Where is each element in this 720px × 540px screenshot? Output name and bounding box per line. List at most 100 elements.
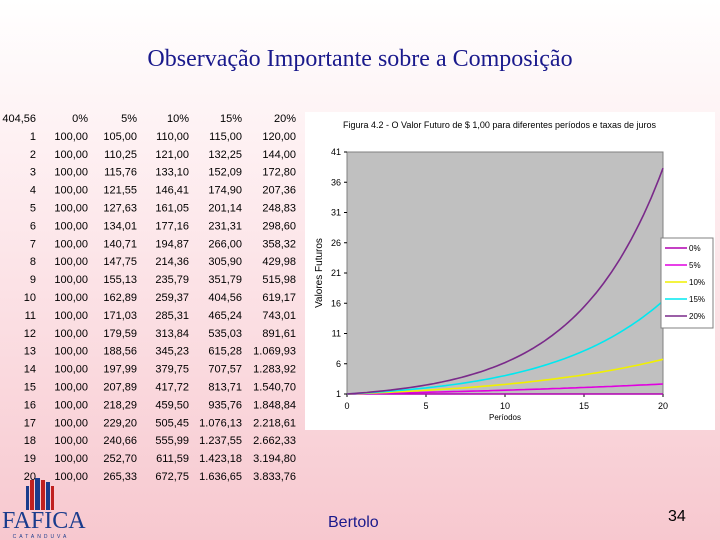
table-value-cell: 120,00 xyxy=(262,131,296,143)
series-line-15pct xyxy=(346,300,664,395)
x-tick-label: 15 xyxy=(579,401,589,411)
table-value-cell: 619,17 xyxy=(262,292,296,304)
table-value-cell: 100,00 xyxy=(54,328,88,340)
table-period-cell: 12 xyxy=(24,328,36,340)
table-value-cell: 100,00 xyxy=(54,364,88,376)
table-value-cell: 515,98 xyxy=(262,274,296,286)
table-value-cell: 100,00 xyxy=(54,435,88,447)
footer-author: Bertolo xyxy=(328,514,379,531)
table-value-cell: 218,29 xyxy=(103,399,137,411)
table-value-cell: 358,32 xyxy=(262,238,296,250)
table-value-cell: 100,00 xyxy=(54,292,88,304)
table-period-cell: 3 xyxy=(30,167,36,179)
table-value-cell: 100,00 xyxy=(54,399,88,411)
table-value-cell: 3.194,80 xyxy=(253,453,296,465)
table-value-cell: 100,00 xyxy=(54,310,88,322)
y-tick-label: 36 xyxy=(331,177,341,187)
table-value-cell: 100,00 xyxy=(54,203,88,215)
table-value-cell: 133,10 xyxy=(155,167,189,179)
table-value-cell: 140,71 xyxy=(103,238,137,250)
table-value-cell: 110,00 xyxy=(156,131,189,143)
table-value-cell: 194,87 xyxy=(155,238,189,250)
chart-panel: Figura 4.2 - O Valor Futuro de $ 1,00 pa… xyxy=(305,112,715,430)
table-value-cell: 100,00 xyxy=(54,220,88,232)
logo-name: FAFICA xyxy=(2,508,86,534)
table-corner-cell: 404,56 xyxy=(2,113,36,125)
table-period-cell: 13 xyxy=(24,346,36,358)
table-value-cell: 127,63 xyxy=(103,203,137,215)
table-value-cell: 172,80 xyxy=(262,167,296,179)
table-value-cell: 611,59 xyxy=(156,453,189,465)
table-value-cell: 1.069,93 xyxy=(253,346,296,358)
table-period-cell: 1 xyxy=(30,131,36,143)
x-tick-label: 20 xyxy=(658,401,668,411)
y-tick-label: 16 xyxy=(331,298,341,308)
table-header-cell: 0% xyxy=(72,113,88,125)
table-value-cell: 132,25 xyxy=(208,149,242,161)
table-value-cell: 134,01 xyxy=(103,220,137,232)
table-value-cell: 429,98 xyxy=(262,256,296,268)
table-header-cell: 5% xyxy=(121,113,137,125)
table-value-cell: 240,66 xyxy=(103,435,137,447)
table-period-cell: 15 xyxy=(24,382,36,394)
table-value-cell: 1.636,65 xyxy=(199,471,242,483)
table-period-cell: 18 xyxy=(24,435,36,447)
x-tick-label: 0 xyxy=(344,401,349,411)
table-value-cell: 105,00 xyxy=(103,131,137,143)
table-value-cell: 1.423,18 xyxy=(199,453,242,465)
table-value-cell: 259,37 xyxy=(155,292,189,304)
table-value-cell: 313,84 xyxy=(155,328,189,340)
table-value-cell: 379,75 xyxy=(155,364,189,376)
table-period-cell: 7 xyxy=(30,238,36,250)
table-value-cell: 100,00 xyxy=(54,238,88,250)
x-tick-label: 5 xyxy=(423,401,428,411)
table-value-cell: 535,03 xyxy=(208,328,242,340)
table-value-cell: 121,55 xyxy=(103,185,137,197)
series-line-5pct xyxy=(346,383,664,395)
table-value-cell: 505,45 xyxy=(155,417,189,429)
table-value-cell: 231,31 xyxy=(208,220,242,232)
table-value-cell: 305,90 xyxy=(208,256,242,268)
table-period-cell: 19 xyxy=(24,453,36,465)
y-tick-label: 1 xyxy=(336,389,341,399)
table-value-cell: 152,09 xyxy=(208,167,242,179)
series-line-20pct xyxy=(346,167,664,395)
table-header-cell: 15% xyxy=(220,113,242,125)
table-value-cell: 146,41 xyxy=(155,185,189,197)
table-value-cell: 265,33 xyxy=(103,471,137,483)
table-value-cell: 188,56 xyxy=(103,346,137,358)
table-value-cell: 207,36 xyxy=(262,185,296,197)
table-period-cell: 9 xyxy=(30,274,36,286)
table-period-cell: 8 xyxy=(30,256,36,268)
table-period-cell: 17 xyxy=(24,417,36,429)
table-value-cell: 465,24 xyxy=(208,310,242,322)
table-value-cell: 174,90 xyxy=(208,185,242,197)
y-tick-label: 21 xyxy=(331,268,341,278)
table-value-cell: 707,57 xyxy=(208,364,242,376)
table-header-cell: 20% xyxy=(274,113,296,125)
table-period-cell: 10 xyxy=(24,292,36,304)
table-value-cell: 1.076,13 xyxy=(199,417,242,429)
table-value-cell: 285,31 xyxy=(155,310,189,322)
future-value-table: 404,56 0% 5% 10% 15% 20% 1 100,00 105,00 110,00 11… xyxy=(2,113,296,483)
table-period-cell: 16 xyxy=(24,399,36,411)
y-axis-label: Valores Futuros xyxy=(314,238,325,308)
table-period-cell: 2 xyxy=(30,149,36,161)
y-tick-label: 31 xyxy=(331,208,341,218)
page-number: 34 xyxy=(668,508,686,525)
table-value-cell: 252,70 xyxy=(103,453,137,465)
table-value-cell: 100,00 xyxy=(54,167,88,179)
x-tick-label: 10 xyxy=(500,401,510,411)
table-value-cell: 555,99 xyxy=(155,435,189,447)
table-period-cell: 6 xyxy=(30,220,36,232)
table-value-cell: 1.283,92 xyxy=(253,364,296,376)
x-axis-label: Períodos xyxy=(489,413,521,422)
table-value-cell: 115,00 xyxy=(209,131,242,143)
table-value-cell: 115,76 xyxy=(104,167,137,179)
logo-subtitle: CATANDUVA xyxy=(12,534,70,540)
table-period-cell: 5 xyxy=(30,203,36,215)
series-line-10pct xyxy=(346,358,664,395)
table-value-cell: 1.237,55 xyxy=(199,435,242,447)
table-value-cell: 161,05 xyxy=(155,203,189,215)
legend-label: 0% xyxy=(689,244,701,253)
